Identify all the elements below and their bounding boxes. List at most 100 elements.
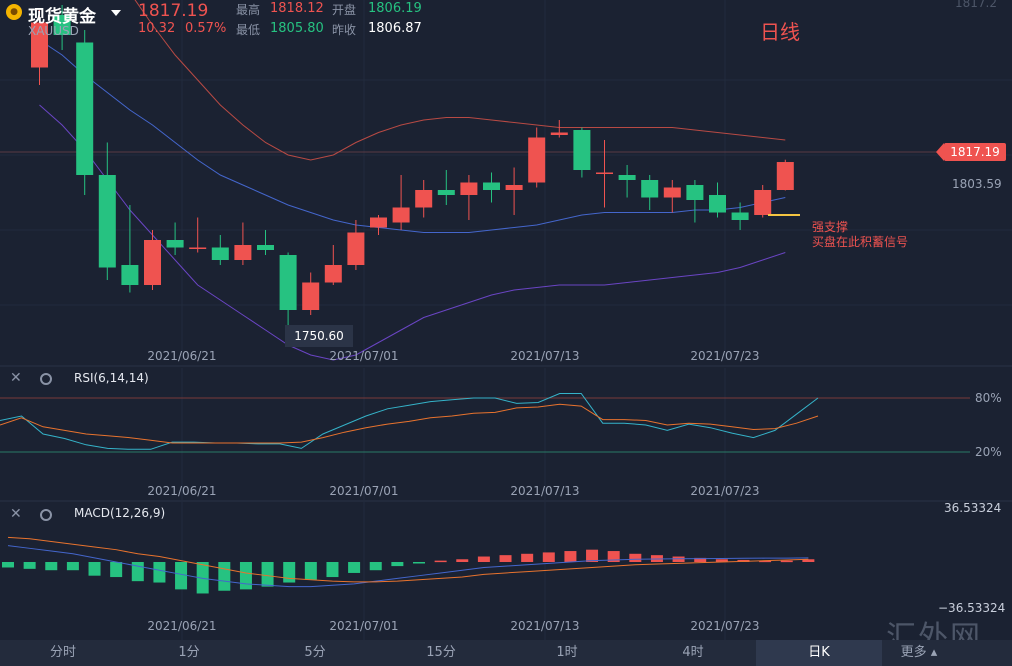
rsi-title: RSI(6,14,14) xyxy=(74,371,149,385)
chevron-down-icon[interactable] xyxy=(111,10,121,16)
price-tag: 1817.19 xyxy=(936,143,1006,161)
macd-histogram-bar xyxy=(564,551,577,562)
x-tick-label: 2021/07/01 xyxy=(329,619,398,633)
timeframe-tabs: 分时 1分 5分 15分 1时 4时 日K 更多 ▴ xyxy=(0,640,1012,666)
macd-histogram-bar xyxy=(434,560,447,563)
low-marker: 1750.60 xyxy=(285,325,353,347)
gear-icon[interactable] xyxy=(40,509,52,521)
macd-histogram-bar xyxy=(759,560,772,563)
annotation-line2: 买盘在此积蓄信号 xyxy=(812,235,909,249)
x-tick-label: 2021/07/01 xyxy=(329,484,398,498)
tab-timeshare[interactable]: 分时 xyxy=(49,645,76,660)
macd-histogram-bar xyxy=(672,556,685,562)
tab-4hour[interactable]: 4时 xyxy=(682,645,704,660)
tab-daily[interactable]: 日K xyxy=(756,640,882,666)
rsi-line-fast xyxy=(0,393,819,450)
macd-histogram-bar xyxy=(586,549,599,562)
candle-body xyxy=(279,255,297,310)
macd-histogram-bar xyxy=(283,562,296,583)
candle-body xyxy=(302,282,320,310)
candle-body xyxy=(709,195,726,213)
candle-body xyxy=(754,190,772,215)
close-icon[interactable]: ✕ xyxy=(10,506,22,522)
candle-body xyxy=(53,15,71,35)
candle-body xyxy=(166,240,184,248)
x-tick-label: 2021/07/23 xyxy=(690,619,759,633)
bollinger-lower-line xyxy=(39,104,786,361)
macd-histogram-bar xyxy=(45,562,58,571)
low-label: 最低 xyxy=(236,23,261,37)
candle-body xyxy=(121,265,139,285)
candle-body xyxy=(528,137,546,183)
low-value: 1805.80 xyxy=(270,21,324,36)
macd-histogram-bar xyxy=(88,562,101,576)
candle-body xyxy=(392,207,410,223)
candle-body xyxy=(596,172,613,174)
macd-histogram-bar xyxy=(629,553,642,562)
macd-histogram-bar xyxy=(456,559,469,562)
macd-histogram-bar xyxy=(477,556,490,562)
side-price-label: 1803.59 xyxy=(952,177,1002,191)
x-tick-label: 2021/07/23 xyxy=(690,349,759,363)
high-label: 最高 xyxy=(236,3,261,17)
macd-histogram-bar xyxy=(348,562,361,573)
price-change-pct: 0.57% xyxy=(185,21,227,36)
candle-body xyxy=(98,175,116,268)
candle-body xyxy=(550,132,568,135)
macd-histogram-bar xyxy=(110,562,123,578)
tab-5min[interactable]: 5分 xyxy=(304,645,326,660)
candle-body xyxy=(776,162,794,190)
candle-body xyxy=(415,190,433,208)
bollinger-mid-line xyxy=(39,39,786,233)
gear-icon[interactable] xyxy=(40,373,52,385)
macd-histogram-bar xyxy=(521,553,534,562)
tab-1hour[interactable]: 1时 xyxy=(556,645,578,660)
chart-canvas[interactable]: 2021/06/21 2021/07/01 2021/07/13 2021/07/23… xyxy=(0,0,1012,640)
macd-histogram-bar xyxy=(23,562,36,569)
candle-body xyxy=(76,42,94,175)
instrument-title[interactable]: 现货黄金 xyxy=(28,7,96,27)
candle-body xyxy=(370,217,387,228)
candle-body xyxy=(731,212,749,220)
bollinger-upper-line xyxy=(134,0,786,161)
macd-histogram-bar xyxy=(369,562,382,571)
macd-histogram-bar xyxy=(175,562,188,590)
macd-histogram-bar xyxy=(391,562,404,567)
candle-body xyxy=(144,240,161,285)
x-tick-label: 2021/07/23 xyxy=(690,484,759,498)
candle-body xyxy=(618,175,636,180)
macd-axis-max: 36.53324 xyxy=(944,501,1001,515)
candle-body xyxy=(234,245,252,260)
macd-histogram-bar xyxy=(802,559,815,562)
close-icon[interactable]: ✕ xyxy=(10,370,22,386)
macd-dea-line xyxy=(7,536,809,583)
candle-body xyxy=(505,185,523,190)
prev-close-value: 1806.87 xyxy=(368,21,422,36)
macd-histogram-bar xyxy=(239,562,252,590)
tab-15min[interactable]: 15分 xyxy=(426,645,456,660)
candle-body xyxy=(31,22,48,68)
macd-histogram-bar xyxy=(66,562,79,571)
candle-body xyxy=(460,182,478,195)
macd-histogram-bar xyxy=(218,562,231,591)
x-tick-label: 2021/06/21 xyxy=(147,619,216,633)
candle-body xyxy=(437,190,455,195)
high-value: 1818.12 xyxy=(270,1,324,16)
candle-body xyxy=(686,185,704,200)
macd-histogram-bar xyxy=(153,562,166,583)
macd-histogram-bar xyxy=(2,562,14,568)
top-axis-value: 1817.2 xyxy=(955,0,997,10)
open-value: 1806.19 xyxy=(368,1,422,16)
tab-1min[interactable]: 1分 xyxy=(178,645,200,660)
x-tick-label: 2021/06/21 xyxy=(147,484,216,498)
macd-histogram-bar xyxy=(715,559,728,562)
tab-more[interactable]: 更多 ▴ xyxy=(900,645,938,660)
macd-histogram-bar xyxy=(196,562,209,594)
macd-histogram-bar xyxy=(261,562,274,587)
rsi-line-slow xyxy=(0,403,819,444)
prev-close-label: 昨收 xyxy=(332,23,357,37)
macd-histogram-bar xyxy=(326,562,339,578)
x-tick-label: 2021/07/13 xyxy=(510,484,579,498)
instrument-symbol: XAUUSD xyxy=(28,24,79,38)
macd-dif-line xyxy=(7,545,809,588)
